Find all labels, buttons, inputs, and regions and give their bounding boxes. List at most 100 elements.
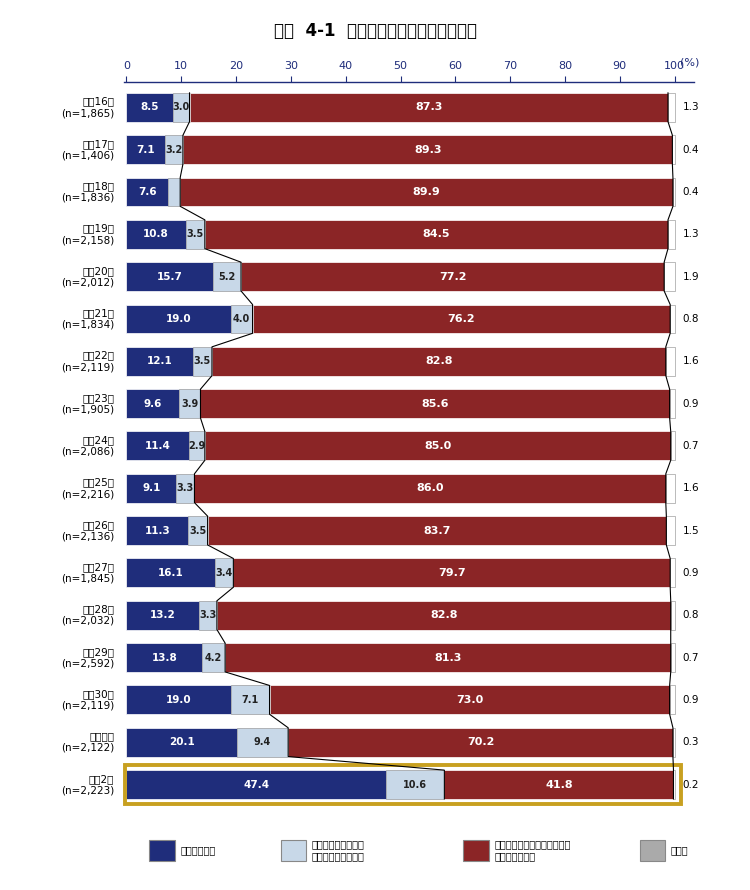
Text: 0.9: 0.9	[682, 399, 699, 409]
Bar	[127, 263, 212, 291]
Bar	[231, 685, 269, 715]
Text: 0.3: 0.3	[682, 737, 699, 748]
Bar	[166, 135, 183, 164]
Bar	[666, 347, 674, 376]
Bar	[444, 770, 674, 799]
Text: 3.5: 3.5	[194, 356, 211, 367]
Bar	[189, 432, 205, 460]
Bar	[670, 432, 674, 460]
Bar	[176, 473, 194, 503]
Bar	[666, 473, 674, 503]
Bar	[173, 93, 190, 122]
Bar	[188, 516, 208, 545]
Text: 10.8: 10.8	[143, 230, 169, 239]
Text: 導入していないが、
今後導入予定がある: 導入していないが、 今後導入予定がある	[312, 839, 364, 861]
Text: 無回答: 無回答	[671, 845, 688, 855]
Bar	[668, 220, 675, 248]
Text: 0.7: 0.7	[682, 441, 699, 451]
Bar	[288, 728, 673, 756]
Bar	[186, 220, 205, 248]
Bar	[241, 263, 664, 291]
Bar	[127, 347, 193, 376]
Text: 19.0: 19.0	[166, 695, 191, 705]
Text: 86.0: 86.0	[416, 483, 444, 493]
Text: 79.7: 79.7	[438, 568, 466, 578]
Text: 1.3: 1.3	[682, 102, 700, 112]
Text: 0.4: 0.4	[682, 144, 699, 155]
Text: 70.2: 70.2	[466, 737, 494, 748]
Text: 0.8: 0.8	[682, 611, 699, 620]
Text: 73.0: 73.0	[456, 695, 483, 705]
Text: 0.2: 0.2	[682, 780, 699, 789]
Bar	[670, 685, 674, 715]
Bar	[127, 220, 186, 248]
Bar	[127, 728, 237, 756]
Bar	[670, 389, 674, 418]
Text: 89.3: 89.3	[414, 144, 442, 155]
Text: 12.1: 12.1	[147, 356, 172, 367]
Text: 3.3: 3.3	[177, 483, 194, 493]
Bar	[269, 685, 670, 715]
Bar	[225, 643, 670, 672]
Text: 1.6: 1.6	[682, 356, 700, 367]
Bar	[200, 389, 670, 418]
Bar	[127, 643, 202, 672]
Text: 3.5: 3.5	[190, 525, 207, 536]
Text: 9.6: 9.6	[143, 399, 162, 409]
Bar	[127, 770, 386, 799]
Bar	[670, 304, 674, 333]
Bar	[233, 559, 670, 587]
Text: 1.6: 1.6	[682, 483, 700, 493]
Bar	[212, 263, 241, 291]
Text: 82.8: 82.8	[430, 611, 457, 620]
Text: 導入していないし、具体的な
導入予定もない: 導入していないし、具体的な 導入予定もない	[494, 839, 571, 861]
Text: 4.0: 4.0	[233, 314, 250, 324]
Text: 47.4: 47.4	[243, 780, 269, 789]
Bar	[199, 601, 217, 629]
Text: 16.1: 16.1	[158, 568, 184, 578]
Bar	[237, 728, 288, 756]
Text: 83.7: 83.7	[423, 525, 451, 536]
Text: 84.5: 84.5	[423, 230, 450, 239]
Bar	[672, 135, 674, 164]
Bar	[183, 135, 672, 164]
Text: 3.0: 3.0	[172, 102, 190, 112]
Text: 82.8: 82.8	[425, 356, 453, 367]
Bar	[205, 220, 668, 248]
Text: 7.1: 7.1	[242, 695, 259, 705]
Text: 76.2: 76.2	[448, 314, 476, 324]
FancyBboxPatch shape	[149, 840, 175, 861]
Bar	[127, 177, 168, 206]
Bar	[670, 559, 675, 587]
Bar	[386, 770, 444, 799]
FancyBboxPatch shape	[280, 840, 306, 861]
Text: 85.6: 85.6	[422, 399, 448, 409]
Bar	[217, 601, 670, 629]
Text: 導入している: 導入している	[181, 845, 216, 855]
Bar	[670, 601, 675, 629]
Text: 10.6: 10.6	[404, 780, 427, 789]
Bar	[212, 347, 666, 376]
Bar	[127, 559, 214, 587]
Text: 81.3: 81.3	[434, 652, 461, 662]
Bar	[127, 135, 166, 164]
Bar	[127, 389, 179, 418]
Text: 1.9: 1.9	[682, 271, 700, 281]
Bar	[179, 389, 200, 418]
Text: 0.4: 0.4	[682, 187, 699, 197]
Text: 9.4: 9.4	[254, 737, 271, 748]
Text: 3.3: 3.3	[200, 611, 217, 620]
Bar	[193, 347, 212, 376]
Text: 3.5: 3.5	[187, 230, 204, 239]
Text: 89.9: 89.9	[413, 187, 440, 197]
Bar	[127, 685, 231, 715]
Text: 87.3: 87.3	[415, 102, 442, 112]
Text: 8.5: 8.5	[140, 102, 159, 112]
Text: 11.4: 11.4	[145, 441, 171, 451]
Bar	[127, 516, 188, 545]
Text: 19.0: 19.0	[166, 314, 191, 324]
Bar	[127, 473, 176, 503]
Bar	[127, 93, 173, 122]
Bar	[194, 473, 666, 503]
Bar	[214, 559, 233, 587]
